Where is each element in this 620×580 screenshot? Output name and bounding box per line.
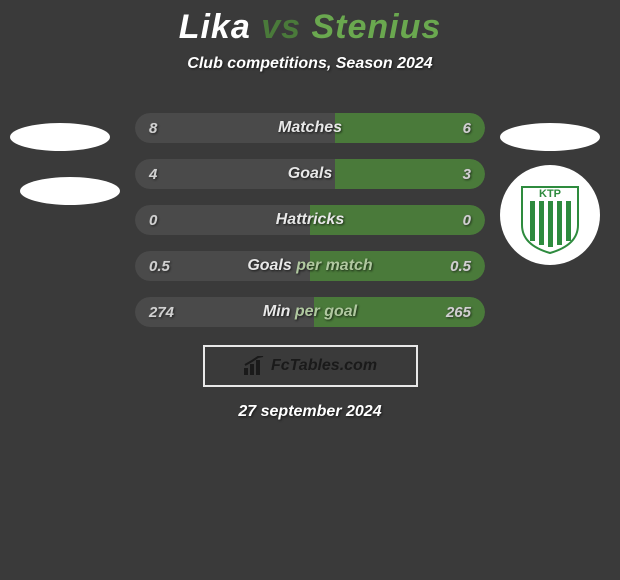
badge-text: KTP (539, 188, 561, 200)
placeholder-shape (20, 177, 120, 205)
stat-row: 0.50.5Goals per match (135, 251, 485, 281)
stat-row: 00Hattricks (135, 205, 485, 235)
stat-label: Min per goal (135, 303, 485, 321)
player2-avatar: KTP (500, 105, 610, 265)
comparison-card: Lika vs Stenius Club competitions, Seaso… (0, 0, 620, 421)
chart-icon (243, 356, 265, 376)
placeholder-shape (10, 123, 110, 151)
player1-avatar-placeholder (10, 105, 110, 205)
stat-label-sub: per goal (295, 303, 357, 320)
stat-label: Matches (135, 119, 485, 137)
stat-row: 274265Min per goal (135, 297, 485, 327)
ktp-badge-icon: KTP (510, 175, 590, 255)
stat-label-main: Matches (278, 119, 342, 136)
placeholder-shape (500, 123, 600, 151)
club-badge: KTP (500, 165, 600, 265)
stat-label-main: Goals (247, 257, 296, 274)
brand-box: FcTables.com (203, 345, 418, 387)
stat-label-sub: per match (296, 257, 372, 274)
subtitle: Club competitions, Season 2024 (0, 55, 620, 73)
stat-row: 43Goals (135, 159, 485, 189)
stat-label: Hattricks (135, 211, 485, 229)
stat-row: 86Matches (135, 113, 485, 143)
stat-label-main: Goals (288, 165, 332, 182)
stat-label-main: Hattricks (276, 211, 344, 228)
stat-label-main: Min (263, 303, 295, 320)
player2-name: Stenius (311, 8, 441, 46)
date-label: 27 september 2024 (0, 403, 620, 421)
card-title: Lika vs Stenius (0, 0, 620, 47)
vs-label: vs (261, 8, 301, 46)
stats-block: 86Matches 43Goals 00Hattricks 0.50.5Goals p… (135, 113, 485, 327)
player1-name: Lika (179, 8, 251, 46)
stat-label: Goals (135, 165, 485, 183)
stat-label: Goals per match (135, 257, 485, 275)
brand-text: FcTables.com (271, 357, 377, 375)
